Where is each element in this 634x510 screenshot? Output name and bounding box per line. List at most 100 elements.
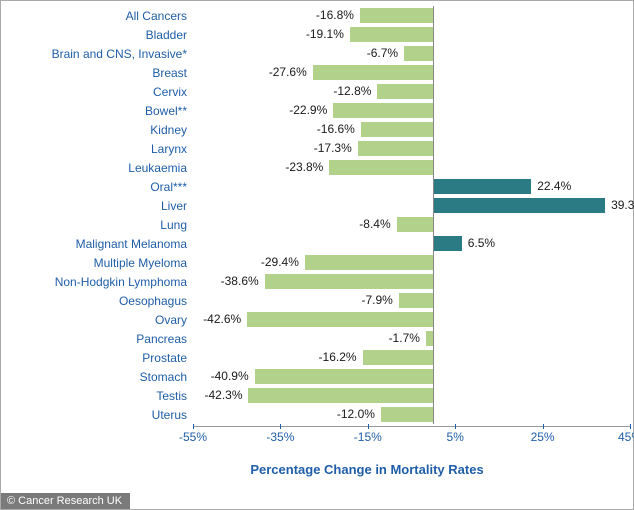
bar-value-label: 22.4% [537, 177, 571, 196]
category-label: All Cancers [1, 9, 193, 23]
bar-track: -12.8% [193, 82, 628, 101]
bar-value-label: -16.6% [317, 120, 355, 139]
chart-row: Malignant Melanoma 6.5% [1, 234, 628, 253]
bar [433, 179, 531, 194]
bar [358, 141, 434, 156]
bar [426, 331, 433, 346]
bar-track: 6.5% [193, 234, 628, 253]
x-axis-label: Percentage Change in Mortality Rates [1, 462, 633, 477]
bar [313, 65, 434, 80]
tick-label: -35% [266, 430, 294, 444]
chart-row: Bowel** -22.9% [1, 101, 628, 120]
bar [360, 8, 433, 23]
bar [247, 312, 433, 327]
bar-value-label: 6.5% [468, 234, 495, 253]
category-label: Non-Hodgkin Lymphoma [1, 275, 193, 289]
category-label: Pancreas [1, 332, 193, 346]
x-axis: -55%-35%-15%5%25%45% [193, 426, 628, 446]
category-label: Oesophagus [1, 294, 193, 308]
bar [361, 122, 434, 137]
bar [381, 407, 433, 422]
bar-value-label: -1.7% [389, 329, 420, 348]
category-label: Prostate [1, 351, 193, 365]
chart-row: Leukaemia -23.8% [1, 158, 628, 177]
category-label: Breast [1, 66, 193, 80]
bar [363, 350, 434, 365]
chart-row: Oral*** 22.4% [1, 177, 628, 196]
bar [433, 198, 605, 213]
bar [404, 46, 433, 61]
bar-track: -27.6% [193, 63, 628, 82]
bar [329, 160, 433, 175]
bar-value-label: -29.4% [261, 253, 299, 272]
chart-row: Stomach-40.9% [1, 367, 628, 386]
category-label: Leukaemia [1, 161, 193, 175]
bar-value-label: -23.8% [285, 158, 323, 177]
bar-track: 22.4% [193, 177, 628, 196]
category-label: Lung [1, 218, 193, 232]
bar-value-label: -8.4% [359, 215, 390, 234]
chart-row: Uterus -12.0% [1, 405, 628, 424]
category-label: Ovary [1, 313, 193, 327]
tick-label: 25% [531, 430, 555, 444]
bar-value-label: -42.3% [204, 386, 242, 405]
bar-track: -16.8% [193, 6, 628, 25]
chart-row: Lung -8.4% [1, 215, 628, 234]
bar-track: -29.4% [193, 253, 628, 272]
tick-mark [368, 424, 369, 429]
bar [255, 369, 434, 384]
category-label: Testis [1, 389, 193, 403]
bar-value-label: -27.6% [269, 63, 307, 82]
bar [377, 84, 433, 99]
bar-value-label: -22.9% [289, 101, 327, 120]
tick-mark [630, 424, 631, 429]
bar-track: -8.4% [193, 215, 628, 234]
bar-value-label: -16.8% [316, 6, 354, 25]
bar-track: -17.3% [193, 139, 628, 158]
chart-row: Kidney -16.6% [1, 120, 628, 139]
chart-row: Cervix-12.8% [1, 82, 628, 101]
category-label: Bladder [1, 28, 193, 42]
bar-track: -42.3% [193, 386, 628, 405]
category-label: Kidney [1, 123, 193, 137]
chart-row: Pancreas -1.7% [1, 329, 628, 348]
bar [265, 274, 434, 289]
category-label: Uterus [1, 408, 193, 422]
chart-area: All Cancers-16.8%Bladder-19.1%Brain and … [1, 6, 628, 424]
bar-value-label: -12.0% [337, 405, 375, 424]
tick-mark [455, 424, 456, 429]
bar-track: -16.6% [193, 120, 628, 139]
bar-value-label: -19.1% [306, 25, 344, 44]
category-label: Larynx [1, 142, 193, 156]
bar-track: -40.9% [193, 367, 628, 386]
tick-mark [280, 424, 281, 429]
bar [399, 293, 434, 308]
category-label: Oral*** [1, 180, 193, 194]
bar-value-label: -40.9% [211, 367, 249, 386]
chart-row: Larynx -17.3% [1, 139, 628, 158]
bar [333, 103, 433, 118]
chart-row: Oesophagus-7.9% [1, 291, 628, 310]
tick-label: 5% [447, 430, 464, 444]
bar-track: -16.2% [193, 348, 628, 367]
category-label: Malignant Melanoma [1, 237, 193, 251]
chart-row: Liver39.3% [1, 196, 628, 215]
bar-value-label: -17.3% [314, 139, 352, 158]
chart-row: Bladder -19.1% [1, 25, 628, 44]
tick-mark [193, 424, 194, 429]
chart-frame: All Cancers-16.8%Bladder-19.1%Brain and … [0, 0, 634, 510]
tick-mark [543, 424, 544, 429]
chart-row: Non-Hodgkin Lymphoma -38.6% [1, 272, 628, 291]
category-label: Bowel** [1, 104, 193, 118]
category-label: Liver [1, 199, 193, 213]
bar [350, 27, 433, 42]
bar-track: -12.0% [193, 405, 628, 424]
bar [433, 236, 461, 251]
chart-row: Multiple Myeloma-29.4% [1, 253, 628, 272]
credit-label: © Cancer Research UK [1, 493, 130, 509]
chart-row: Testis -42.3% [1, 386, 628, 405]
chart-row: Breast -27.6% [1, 63, 628, 82]
bar-track: -1.7% [193, 329, 628, 348]
bar [305, 255, 433, 270]
bar-value-label: -38.6% [221, 272, 259, 291]
